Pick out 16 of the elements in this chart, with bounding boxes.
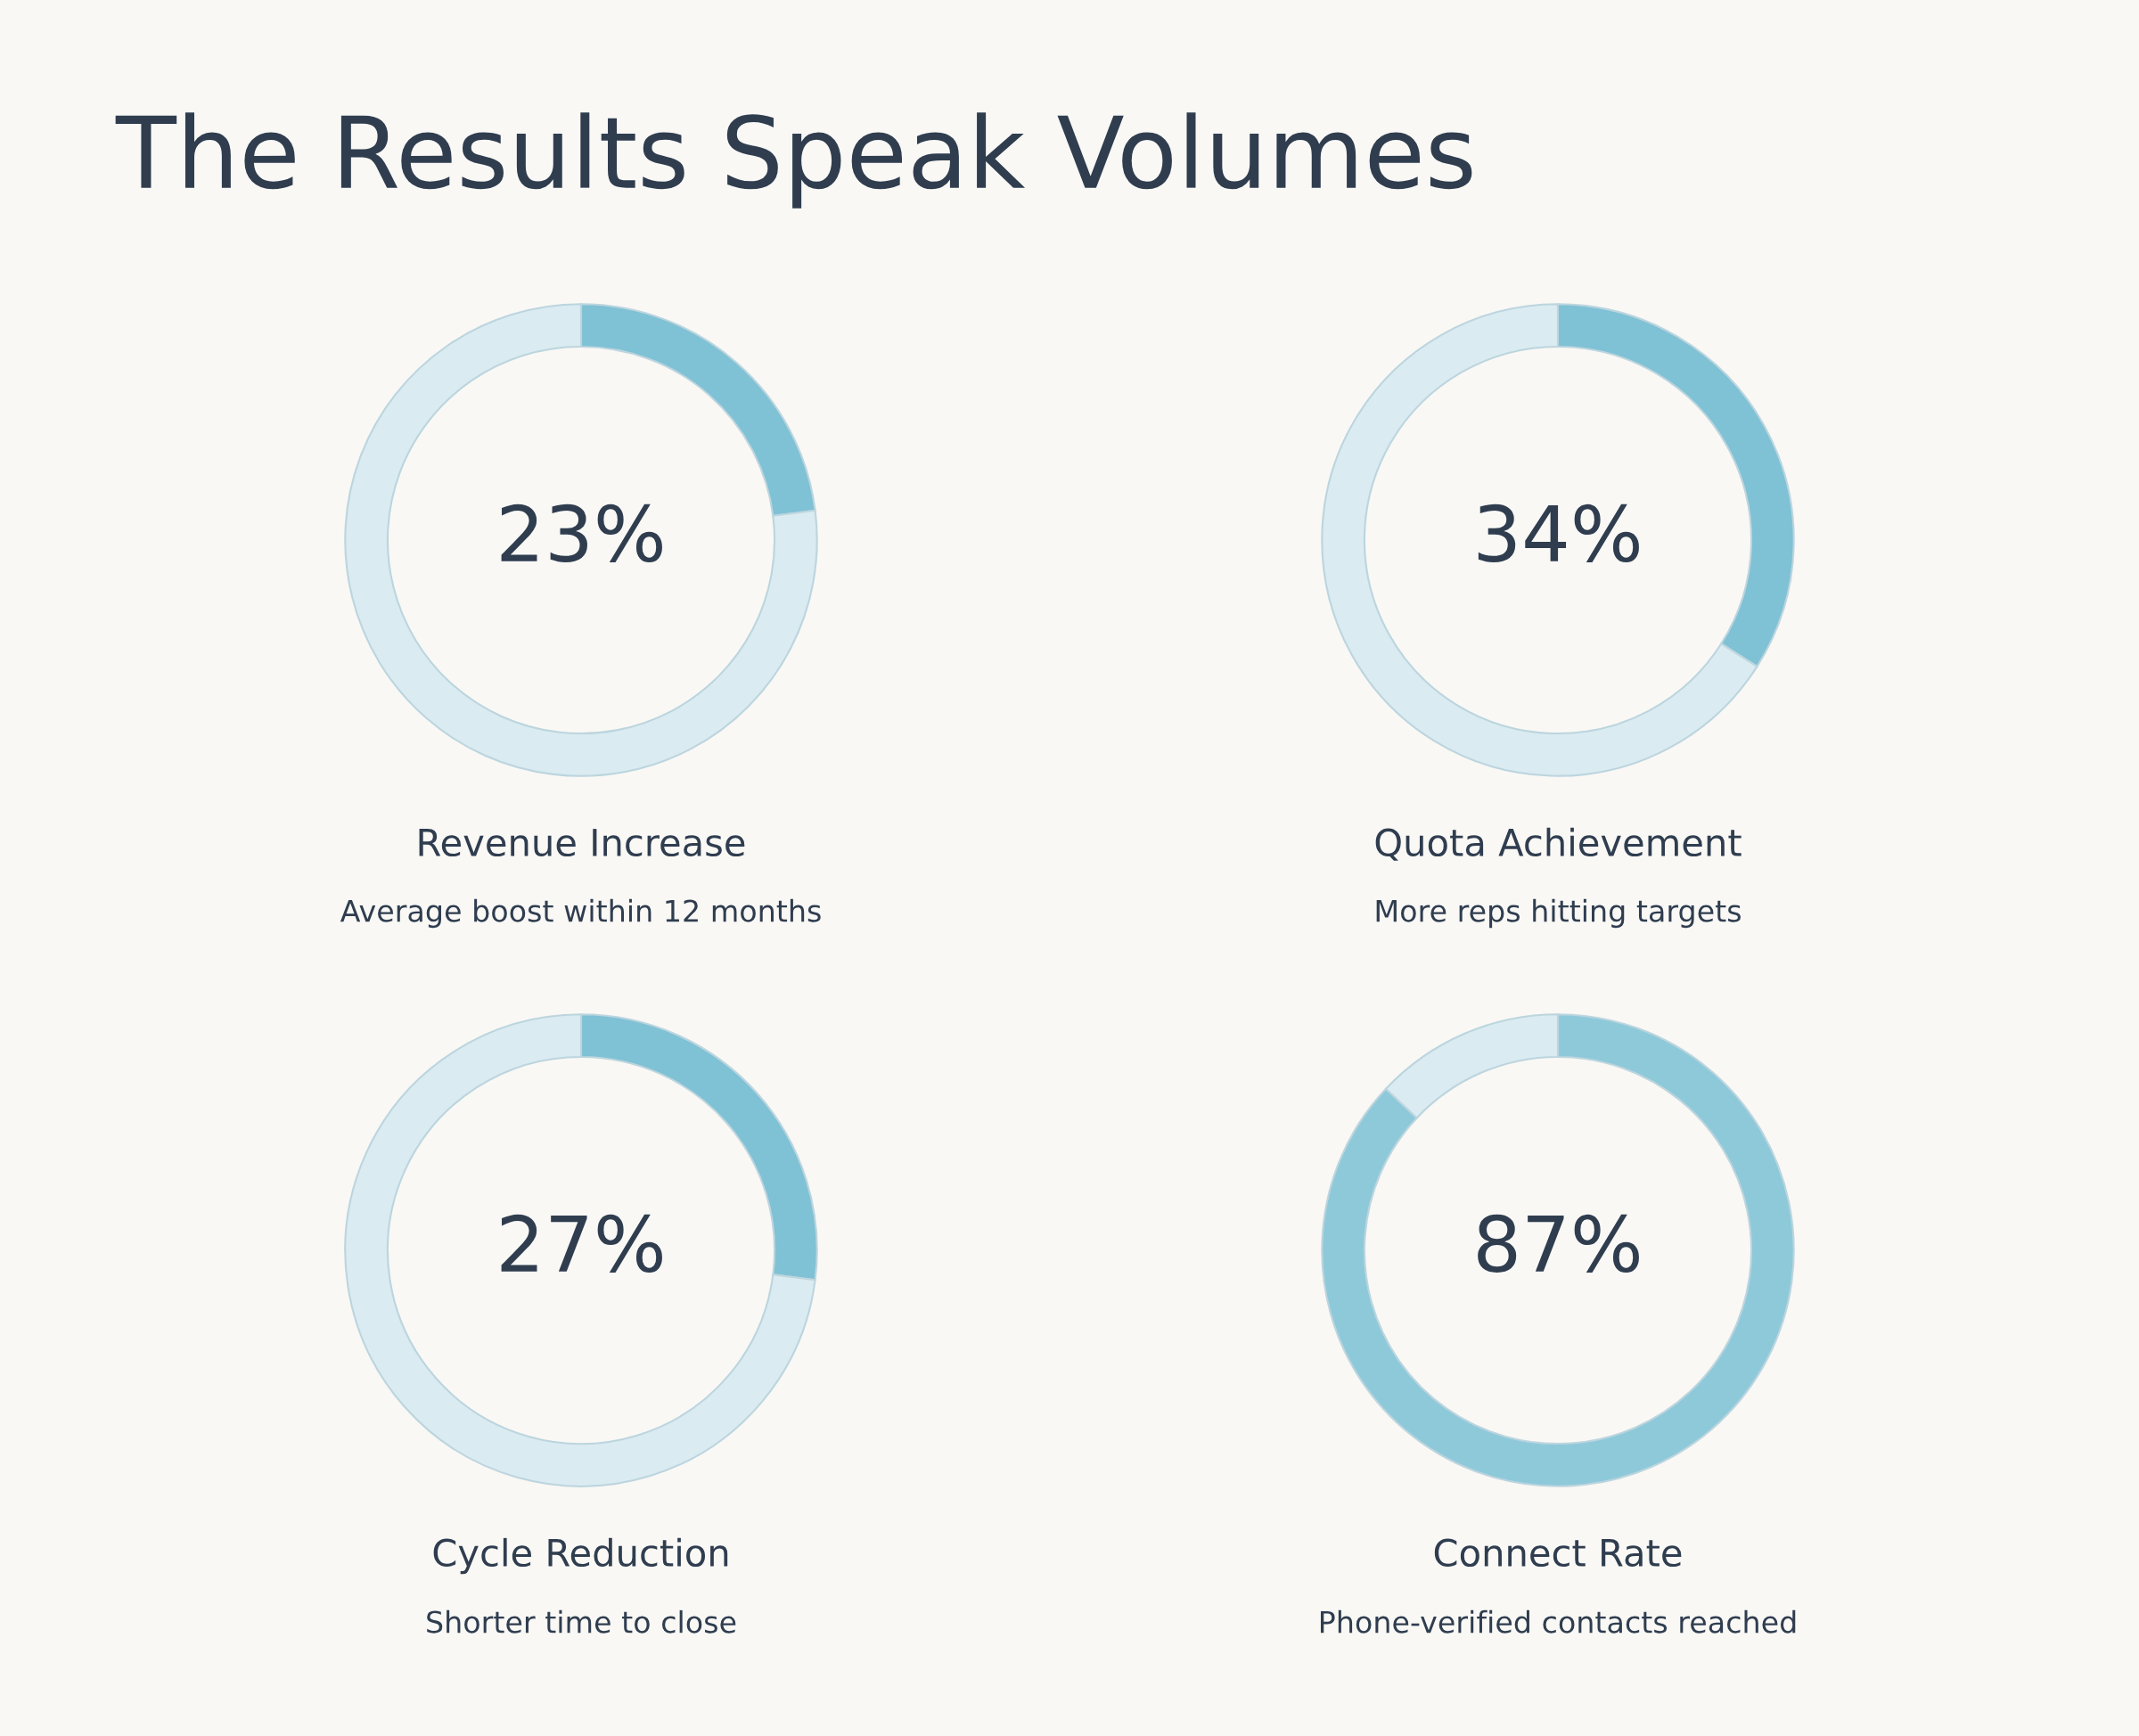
data-label: 87%	[1478, 1214, 1639, 1273]
text: Revenue Increase	[419, 829, 745, 857]
text: Average boost within 12 months	[340, 898, 821, 929]
text: Phone-verified contacts reached	[1320, 1609, 1796, 1634]
donut-slice	[344, 1013, 816, 1487]
text: Quota Achievement	[1375, 827, 1742, 861]
data-label: 34%	[1478, 504, 1639, 562]
text: More reps hitting targets	[1376, 898, 1741, 929]
data-label: 23%	[501, 504, 662, 562]
text: The Results Speak Volumes	[115, 112, 1472, 209]
data-label: 27%	[501, 1214, 662, 1273]
donut-slice	[344, 303, 818, 777]
text: Connect Rate	[1434, 1538, 1682, 1568]
text: Shorter time to close	[427, 1609, 736, 1634]
text: Cycle Reduction	[433, 1537, 728, 1575]
donut-slice	[1321, 1013, 1795, 1487]
